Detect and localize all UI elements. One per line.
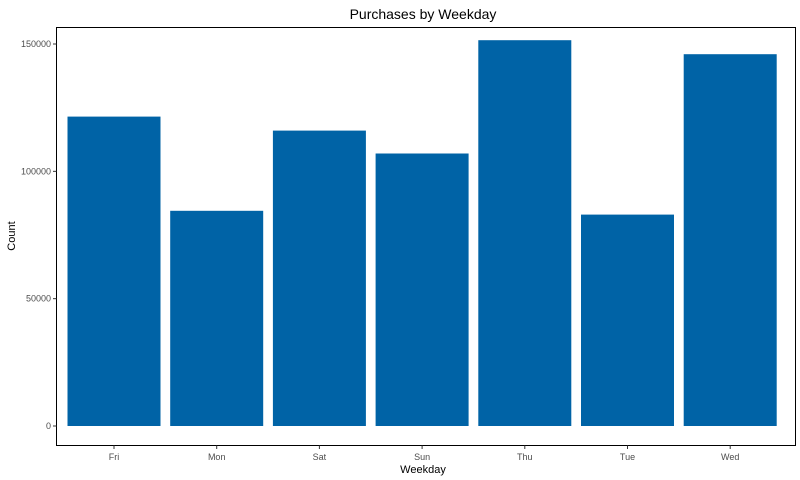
y-axis-title: Count <box>6 221 18 250</box>
plot-panel-border <box>56 27 796 446</box>
chart-title: Purchases by Weekday <box>350 6 497 22</box>
x-axis-title: Weekday <box>400 464 446 476</box>
bar-sun <box>375 153 469 426</box>
bar-wed <box>683 54 777 426</box>
x-tick-label-sat: Sat <box>313 452 327 462</box>
y-tick-label-150000: 150000 <box>21 39 51 49</box>
bar-tue <box>581 214 674 426</box>
y-axis: 0 50000 100000 150000 <box>21 39 57 431</box>
y-tick-label-0: 0 <box>46 421 51 431</box>
x-tick-label-tue: Tue <box>620 452 635 462</box>
x-tick-label-sun: Sun <box>414 452 430 462</box>
bar-fri <box>67 116 161 426</box>
x-tick-label-wed: Wed <box>721 452 739 462</box>
x-tick-label-fri: Fri <box>109 452 120 462</box>
x-tick-label-mon: Mon <box>208 452 226 462</box>
bar-sat <box>272 130 366 426</box>
x-axis: Fri Mon Sat Sun Thu Tue Wed <box>109 445 739 462</box>
x-tick-label-thu: Thu <box>517 452 533 462</box>
bars-layer <box>67 40 777 426</box>
bar-thu <box>478 40 572 426</box>
y-tick-label-50000: 50000 <box>26 294 51 304</box>
bar-mon <box>170 210 264 426</box>
y-tick-label-100000: 100000 <box>21 166 51 176</box>
